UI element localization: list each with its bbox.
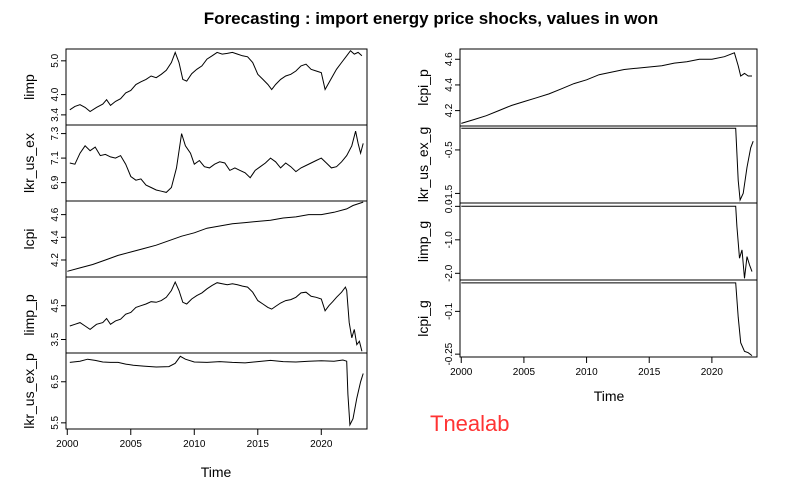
y-tick-label: 4.4 <box>444 78 455 92</box>
left-panel-stack: 3.4 4.0 5.0 limp 6.9 7.1 7.3 lkr_us_ex 4.2 4.4 4.6… <box>21 48 368 450</box>
series-line-lkr_us_ex <box>69 130 364 193</box>
x-tick-label: 2015 <box>638 367 661 378</box>
y-tick-label: 7.3 <box>50 126 61 140</box>
y-axis-label-lkr_us_ex_p: lkr_us_ex_p <box>21 353 37 429</box>
left-x-axis-label: Time <box>201 464 232 480</box>
y-tick-label: -1.0 <box>444 231 455 249</box>
y-tick-label: 3.4 <box>50 107 61 121</box>
right-panel-lcpi_g: -0.25 -0.1 lcpi_g <box>415 279 758 366</box>
y-axis-label-lkr_us_ex_g: lkr_us_ex_g <box>415 127 431 203</box>
y-tick-label: -0.25 <box>444 342 455 365</box>
series-line-limp <box>69 49 363 113</box>
y-tick-label: 5.5 <box>50 415 61 429</box>
x-tick-label: 2000 <box>56 439 79 450</box>
y-tick-label: -0.1 <box>444 302 455 320</box>
y-tick-label: 7.1 <box>50 151 61 165</box>
panel-frame <box>65 200 368 278</box>
panel-frame <box>459 202 758 281</box>
series-line-limp_p <box>69 280 363 352</box>
y-tick-label: 4.6 <box>50 207 61 221</box>
panel-frame <box>459 125 758 204</box>
y-axis-label-limp_p: limp_p <box>21 294 37 335</box>
right-panel-limp_g: -2.0 -1.0 0.0 limp_g <box>415 199 758 282</box>
right-panel-stack: 4.2 4.4 4.6 lcpi_p -1.5 -0.5 lkr_us_ex_g -2.0 -1… <box>415 48 758 378</box>
y-axis-label-lcpi: lcpi <box>21 228 37 249</box>
y-tick-label: 5.0 <box>50 53 61 67</box>
y-tick-label: 4.5 <box>50 298 61 312</box>
y-tick-label: 4.6 <box>444 52 455 66</box>
y-tick-label: 6.5 <box>50 374 61 388</box>
right-panel-lcpi_p: 4.2 4.4 4.6 lcpi_p <box>415 48 758 127</box>
y-axis-label-lcpi_p: lcpi_p <box>415 69 431 106</box>
y-tick-label: 6.9 <box>50 175 61 189</box>
panel-frame <box>459 48 758 127</box>
y-tick-label: 4.2 <box>50 253 61 267</box>
y-tick-label: -2.0 <box>444 264 455 282</box>
y-axis-label-lcpi_g: lcpi_g <box>415 300 431 337</box>
left-panel-limp: 3.4 4.0 5.0 limp <box>21 48 368 126</box>
x-tick-label: 2020 <box>701 367 724 378</box>
y-tick-label: -1.5 <box>444 184 455 202</box>
left-x-axis: 2000 2005 2010 2015 2020 <box>56 429 333 450</box>
series-line-lkr_us_ex_g <box>461 127 754 202</box>
panel-frame <box>459 279 758 358</box>
x-tick-label: 2010 <box>575 367 598 378</box>
series-line-limp_g <box>461 205 753 279</box>
y-axis-label-limp: limp <box>21 74 37 100</box>
series-line-lkr_us_ex_p <box>69 355 364 427</box>
watermark: Tnealab <box>430 411 510 436</box>
x-tick-label: 2015 <box>247 439 270 450</box>
y-axis-label-limp_g: limp_g <box>415 221 431 262</box>
y-tick-label: 4.2 <box>444 103 455 117</box>
left-panel-limp_p: 3.5 4.5 limp_p <box>21 276 368 354</box>
y-tick-label: 4.4 <box>50 230 61 244</box>
y-tick-label: 0.0 <box>444 199 455 213</box>
left-panel-lkr_us_ex_p: 5.5 6.5 lkr_us_ex_p <box>21 352 368 430</box>
left-panel-lkr_us_ex: 6.9 7.1 7.3 lkr_us_ex <box>21 124 368 202</box>
series-line-lcpi_g <box>461 282 753 356</box>
y-tick-label: 4.0 <box>50 87 61 101</box>
y-axis-label-lkr_us_ex: lkr_us_ex <box>21 133 37 193</box>
chart-title: Forecasting : import energy price shocks… <box>204 9 658 28</box>
y-tick-label: 3.5 <box>50 332 61 346</box>
x-tick-label: 2005 <box>513 367 536 378</box>
series-line-lcpi_p <box>461 52 752 124</box>
x-tick-label: 2005 <box>120 439 143 450</box>
series-line-lcpi <box>67 201 364 272</box>
x-tick-label: 2000 <box>450 367 473 378</box>
right-x-axis: 2000 2005 2010 2015 2020 <box>450 357 723 378</box>
right-x-axis-label: Time <box>594 388 625 404</box>
panel-frame <box>65 352 368 430</box>
x-tick-label: 2010 <box>183 439 206 450</box>
panel-frame <box>65 48 368 126</box>
y-tick-label: -0.5 <box>444 141 455 159</box>
panel-frame <box>65 276 368 354</box>
right-panel-lkr_us_ex_g: -1.5 -0.5 lkr_us_ex_g <box>415 125 758 204</box>
left-panel-lcpi: 4.2 4.4 4.6 lcpi <box>21 200 368 278</box>
x-tick-label: 2020 <box>310 439 333 450</box>
